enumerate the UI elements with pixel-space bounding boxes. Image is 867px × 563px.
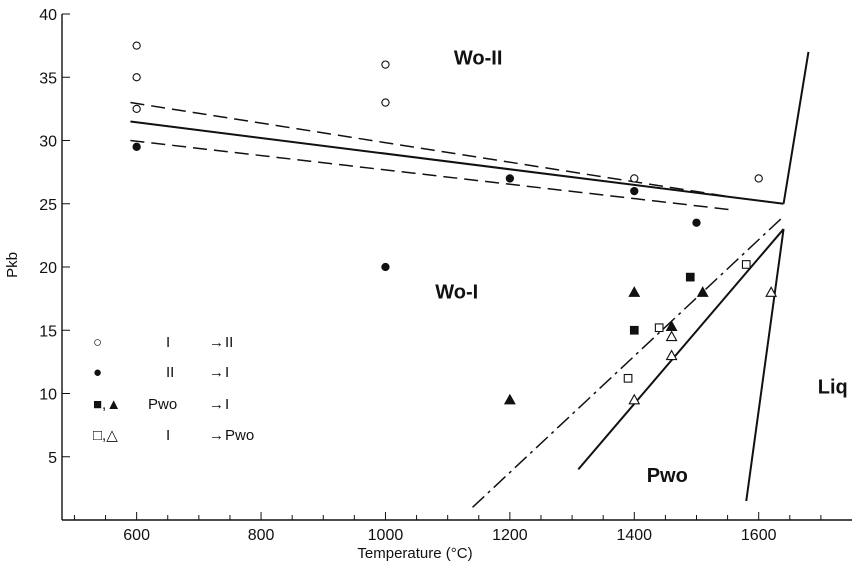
filled-triangle-marker [696, 286, 709, 297]
legend-symbols: ■,▲ [93, 396, 121, 413]
filled-circle-marker [132, 142, 141, 151]
legend-symbols: ● [93, 364, 102, 381]
open-circle-marker [381, 98, 390, 107]
filled-triangle-marker [628, 286, 641, 297]
legend-from: I [166, 427, 170, 444]
boundary-line-dashed [130, 101, 734, 199]
filled-triangle-marker [665, 320, 678, 332]
filled-circle-marker [630, 186, 639, 196]
x-tick-label: 1600 [741, 527, 777, 544]
open-square-marker [741, 260, 751, 269]
phase-label: Pwo [647, 465, 688, 487]
x-axis-title: Temperature (°C) [357, 545, 472, 562]
y-tick-label: 30 [39, 134, 57, 151]
open-circle-marker [630, 174, 639, 183]
boundary-line-dashdot [472, 215, 785, 508]
phase-label: Wo-II [454, 48, 503, 70]
x-tick-label: 1200 [492, 527, 528, 544]
boundary-line-solid [130, 120, 784, 205]
legend-from: Pwo [148, 396, 177, 413]
filled-square-marker [629, 325, 639, 335]
boundary-line-solid [745, 228, 785, 502]
y-tick-label: 35 [39, 70, 57, 87]
legend-to: II [225, 334, 233, 351]
legend-arrow: → [209, 396, 224, 413]
y-tick-label: 10 [39, 387, 57, 404]
open-circle-marker [754, 174, 763, 183]
filled-circle-marker [692, 218, 701, 227]
y-axis-title: Pkb [4, 252, 21, 278]
legend-to: I [225, 396, 229, 413]
x-tick-label: 1000 [368, 527, 404, 544]
y-tick-label: 20 [39, 260, 57, 277]
filled-circle-marker [381, 262, 390, 272]
legend-from: I [166, 334, 170, 351]
legend-to: I [225, 364, 229, 381]
legend-from: II [166, 364, 174, 381]
legend-to: Pwo [225, 427, 254, 444]
phase-label: Liq [818, 377, 848, 399]
open-circle-marker [132, 41, 141, 50]
y-tick-label: 5 [48, 450, 57, 467]
open-square-marker [623, 373, 633, 383]
legend-arrow: → [209, 334, 224, 351]
filled-square-marker [685, 272, 695, 282]
legend: ○ I → II● II → I■,▲ Pwo → I□,△ I → Pwo [93, 334, 254, 444]
y-tick-label: 25 [39, 197, 57, 214]
boundary-line-solid [782, 51, 810, 204]
filled-triangle-marker [503, 393, 516, 405]
open-triangle-marker [665, 349, 678, 361]
boundary-line-dashed [130, 139, 734, 211]
x-tick-label: 600 [123, 527, 150, 544]
axes: 600 800 1000 1200 1400 1600 5 10 15 20 25 30 35 40 [39, 7, 852, 544]
legend-symbols: ○ [93, 334, 102, 351]
y-tick-label: 40 [39, 7, 57, 24]
filled-circle-marker [505, 174, 515, 183]
open-triangle-marker [628, 393, 641, 405]
legend-arrow: → [209, 427, 224, 444]
open-circle-marker [381, 60, 390, 69]
y-tick-label: 15 [39, 323, 57, 340]
legend-symbols: □,△ [93, 427, 118, 444]
open-circle-marker [132, 73, 141, 82]
open-triangle-marker [765, 286, 778, 297]
open-square-marker [654, 323, 664, 333]
legend-arrow: → [209, 364, 224, 381]
boundary-line-solid [577, 228, 785, 471]
x-tick-label: 800 [248, 527, 275, 544]
open-circle-marker [132, 104, 141, 114]
phase-label: Wo-I [435, 282, 478, 304]
x-tick-label: 1400 [616, 527, 652, 544]
open-triangle-marker [665, 330, 678, 342]
data-points [132, 41, 778, 405]
phase-labels: Wo-II Wo-I Pwo Liq [435, 48, 848, 487]
